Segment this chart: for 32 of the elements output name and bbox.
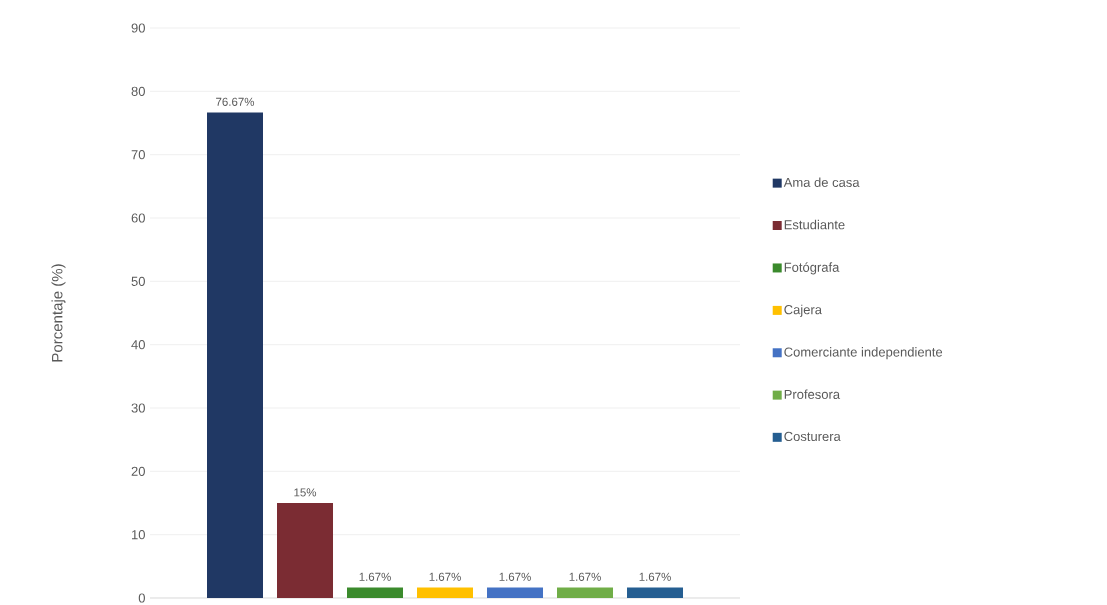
data-label: 1.67% — [499, 572, 531, 581]
y-tick-label: 10 — [132, 530, 145, 540]
data-label: 1.67% — [429, 572, 461, 581]
bar — [207, 112, 263, 598]
y-tick-label: 50 — [131, 276, 145, 286]
data-label: 76.67% — [216, 97, 255, 106]
legend-label: Costurera — [784, 431, 841, 442]
bar — [627, 587, 684, 598]
y-tick-label: 0 — [138, 593, 145, 603]
bar — [277, 503, 333, 598]
y-axis-title: Porcentaje (%) — [51, 264, 66, 362]
y-tick-label: 30 — [131, 403, 145, 413]
legend-label: Estudiante — [784, 219, 845, 230]
y-tick-label: 40 — [131, 340, 145, 350]
data-label: 1.67% — [639, 572, 671, 581]
bar — [347, 587, 403, 598]
y-tick-label: 80 — [131, 86, 145, 96]
data-label: 1.67% — [569, 572, 601, 581]
bar — [417, 587, 473, 598]
legend-label: Profesora — [784, 389, 841, 399]
y-tick-label: 60 — [131, 213, 145, 223]
y-tick-label: 90 — [131, 23, 145, 33]
bar — [487, 587, 544, 598]
y-tick-label: 20 — [131, 466, 145, 476]
legend-label: Cajera — [784, 304, 822, 317]
legend-label: Ama de casa — [783, 177, 860, 187]
legend-label: Fotógrafa — [784, 262, 840, 275]
data-label: 15% — [294, 488, 317, 497]
legend-label: Comerciante independiente — [784, 347, 943, 360]
y-tick-label: 70 — [131, 150, 145, 160]
bar — [557, 587, 614, 598]
data-label: 1.67% — [359, 572, 391, 581]
